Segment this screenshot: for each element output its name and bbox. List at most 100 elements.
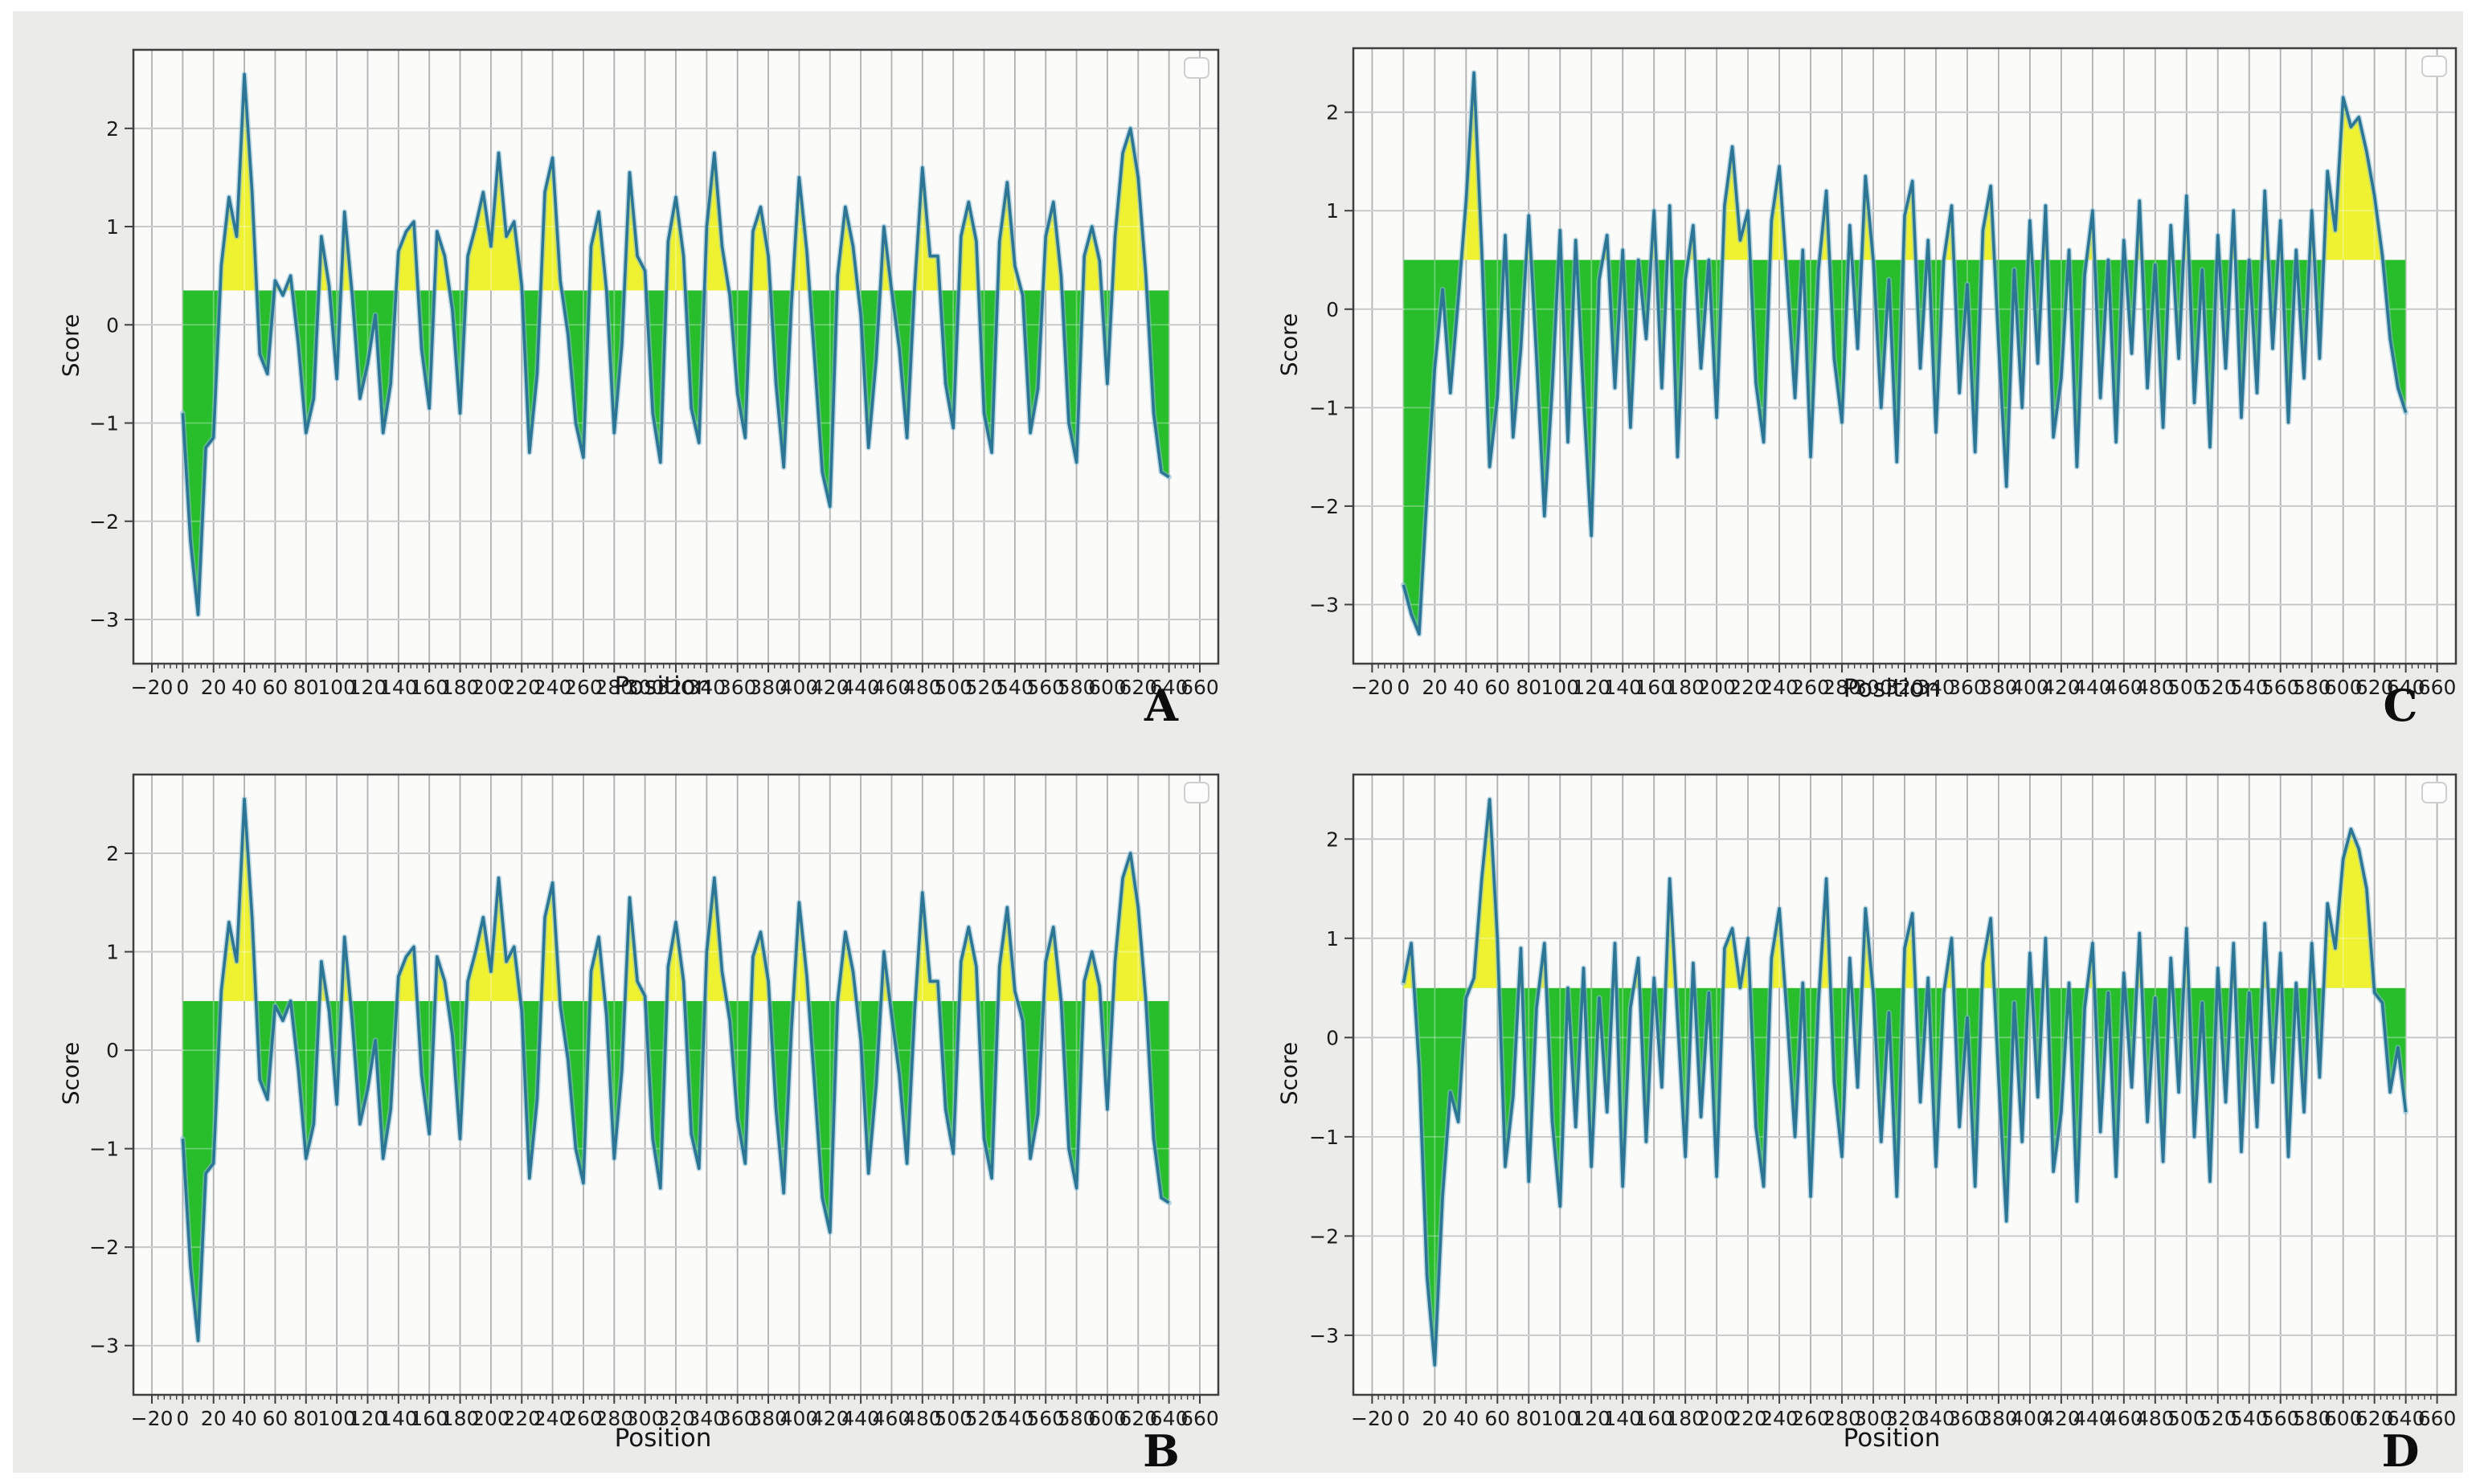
score-line	[181, 797, 1170, 1343]
svg-text:80: 80	[293, 676, 319, 699]
svg-text:480: 480	[2136, 1407, 2175, 1430]
svg-text:140: 140	[1603, 676, 1642, 699]
svg-text:−1: −1	[1309, 396, 1339, 419]
svg-text:260: 260	[1791, 676, 1830, 699]
chart-C: −20 0 20 40 60 80 1001201401601802002202402602…	[1309, 47, 2458, 699]
svg-text:400: 400	[780, 676, 819, 699]
svg-text:240: 240	[534, 676, 572, 699]
svg-text:660: 660	[2418, 676, 2457, 699]
svg-text:420: 420	[811, 676, 849, 699]
svg-text:620: 620	[2355, 676, 2394, 699]
legend-box	[2421, 782, 2447, 803]
svg-text:140: 140	[1603, 1407, 1642, 1430]
panel-letter-D: D	[2381, 1425, 2420, 1477]
chart-A: −20 0 20 40 60 801001201401601802002202402602…	[89, 48, 1220, 699]
svg-text:−3: −3	[1309, 593, 1339, 616]
svg-text:340: 340	[1917, 1407, 1955, 1430]
chart-B: −20 0 20 40 60 801001201401601802002202402602…	[89, 773, 1220, 1430]
y-axis-label-C: Score	[1275, 313, 1303, 377]
svg-text:−20: −20	[131, 1407, 174, 1430]
svg-text:−3: −3	[89, 1335, 119, 1358]
svg-text:400: 400	[2011, 676, 2049, 699]
svg-text:560: 560	[2261, 1407, 2300, 1430]
gridline-overlay	[1353, 775, 2456, 988]
svg-text:520: 520	[965, 1407, 1004, 1430]
fill-above-threshold	[182, 799, 1169, 1001]
legend-box	[2421, 55, 2447, 77]
svg-text:1: 1	[106, 215, 119, 239]
y-axis-ticks: −3 −2 −1 0 1 2	[1309, 828, 1353, 1347]
svg-text:360: 360	[718, 1407, 757, 1430]
svg-text:2: 2	[1326, 101, 1339, 125]
svg-text:520: 520	[965, 676, 1004, 699]
svg-text:140: 140	[379, 1407, 418, 1430]
gridline-overlay	[1353, 48, 2456, 260]
svg-text:240: 240	[1760, 1407, 1799, 1430]
svg-text:0: 0	[1326, 298, 1339, 321]
svg-text:500: 500	[934, 1407, 972, 1430]
y-axis-label-D: Score	[1275, 1041, 1303, 1106]
svg-text:460: 460	[2105, 676, 2143, 699]
svg-text:60: 60	[263, 676, 289, 699]
svg-text:600: 600	[2324, 676, 2363, 699]
svg-text:340: 340	[687, 676, 726, 699]
svg-text:80: 80	[293, 1407, 319, 1430]
svg-text:480: 480	[903, 676, 942, 699]
svg-text:580: 580	[2293, 676, 2331, 699]
svg-text:500: 500	[934, 676, 972, 699]
figure: −20 0 20 40 60 80 100 120 140 160 180 200 220 240 260 2…	[13, 11, 2463, 1477]
svg-text:440: 440	[841, 1407, 880, 1430]
svg-text:0: 0	[1326, 1026, 1339, 1049]
score-line	[1402, 71, 2408, 636]
svg-text:80: 80	[1516, 676, 1541, 699]
svg-text:300: 300	[1854, 676, 1893, 699]
svg-text:100: 100	[1541, 1407, 1579, 1430]
svg-text:1: 1	[1326, 199, 1339, 223]
svg-text:80: 80	[1516, 1407, 1541, 1430]
svg-text:140: 140	[379, 676, 418, 699]
svg-text:260: 260	[564, 1407, 603, 1430]
svg-text:660: 660	[1181, 1407, 1219, 1430]
svg-text:100: 100	[317, 676, 356, 699]
svg-text:380: 380	[749, 676, 788, 699]
svg-text:280: 280	[1823, 676, 1861, 699]
panel-letter-B: B	[1143, 1425, 1180, 1477]
svg-text:260: 260	[564, 676, 603, 699]
svg-text:460: 460	[873, 676, 911, 699]
svg-text:1: 1	[1326, 927, 1339, 950]
svg-text:600: 600	[1088, 1407, 1127, 1430]
svg-text:0: 0	[106, 313, 119, 337]
svg-text:240: 240	[1760, 676, 1799, 699]
gridline-overlay	[133, 775, 1218, 1001]
svg-text:40: 40	[231, 1407, 257, 1430]
y-axis-ticks: −3 −2 −1 0 1 2	[89, 842, 133, 1358]
svg-text:640: 640	[1150, 676, 1189, 699]
svg-text:300: 300	[1854, 1407, 1893, 1430]
svg-text:0: 0	[106, 1039, 119, 1062]
svg-text:100: 100	[317, 1407, 356, 1430]
svg-text:240: 240	[534, 1407, 572, 1430]
svg-text:2: 2	[106, 842, 119, 865]
svg-text:440: 440	[841, 676, 880, 699]
svg-text:360: 360	[1948, 1407, 1987, 1430]
svg-text:440: 440	[2073, 1407, 2112, 1430]
svg-text:−3: −3	[89, 608, 119, 632]
svg-text:540: 540	[2230, 676, 2269, 699]
svg-text:180: 180	[441, 676, 480, 699]
svg-text:580: 580	[1058, 676, 1096, 699]
svg-text:220: 220	[502, 1407, 541, 1430]
svg-text:580: 580	[1058, 1407, 1096, 1430]
svg-text:−1: −1	[89, 1138, 119, 1161]
svg-text:600: 600	[1088, 676, 1127, 699]
svg-text:1: 1	[106, 941, 119, 964]
svg-text:300: 300	[626, 1407, 665, 1430]
gridline-overlay	[133, 50, 1218, 291]
svg-text:380: 380	[1979, 1407, 2018, 1430]
svg-text:460: 460	[2105, 1407, 2143, 1430]
svg-text:220: 220	[1729, 676, 1767, 699]
svg-text:0: 0	[1397, 676, 1410, 699]
svg-text:380: 380	[749, 1407, 788, 1430]
svg-text:−20: −20	[1351, 1407, 1394, 1430]
